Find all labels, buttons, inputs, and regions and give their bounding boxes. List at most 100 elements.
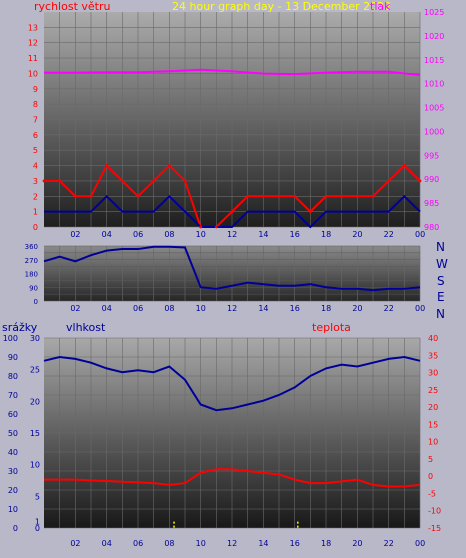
wind-gust-point-17 [308,210,312,214]
direction-ytick-0: 0 [34,298,38,306]
wind-xtick-00: 00 [415,230,425,239]
humidity-xtick-04: 04 [102,539,112,548]
wind-xtick-22: 22 [384,230,394,239]
rain-label: srážky [2,321,38,334]
direction-xtick-16: 16 [290,304,300,313]
wind-gust-point-19 [340,194,344,198]
compass-e: E [437,290,445,304]
humidity-xtick-18: 18 [321,539,331,548]
humidity-ytick-40: 40 [8,448,18,457]
temperature-ytick--15: -15 [428,524,441,533]
wind-gust-point-12 [230,210,234,214]
wind-ytick-12: 12 [28,39,38,48]
wind-gust-point-13 [246,194,250,198]
compass-s: S [437,274,445,288]
wind-gust-point-8 [167,164,171,167]
temperature-ytick-25: 25 [428,386,438,395]
wind-xtick-16: 16 [290,230,300,239]
direction-xtick-22: 22 [384,304,394,313]
wind-ytick-1: 1 [33,208,38,217]
pressure-ytick-1000: 1000 [424,127,444,136]
direction-xtick-06: 06 [133,304,143,313]
wind-xtick-06: 06 [133,230,143,239]
wind-ytick-2: 2 [33,192,38,201]
wind-speed-title: rychlost větru [34,0,110,13]
wind-xtick-20: 20 [352,230,362,239]
temperature-label: teplota [312,321,351,334]
axis-labels: 0123456789101112139809859909951000100510… [3,8,445,548]
humidity-xtick-16: 16 [290,539,300,548]
rain-ytick-25: 25 [30,366,40,375]
direction-xtick-04: 04 [102,304,112,313]
humidity-ytick-30: 30 [8,467,18,476]
wind-xtick-08: 08 [164,230,174,239]
temperature-ytick-40: 40 [428,334,438,343]
wind-gust-point-6 [136,194,140,198]
humidity-ytick-60: 60 [8,410,18,419]
temperature-ytick-30: 30 [428,369,438,378]
chart-title: 24 hour graph day - 13 December 2022 [172,0,391,13]
humidity-ytick-80: 80 [8,372,18,381]
wind-ytick-3: 3 [33,177,38,186]
wind-gust-point-20 [355,194,359,198]
wind-xtick-14: 14 [258,230,268,239]
wind-gust-point-16 [293,194,297,198]
humidity-xtick-22: 22 [384,539,394,548]
pressure-ytick-1015: 1015 [424,56,444,65]
wind-grid [44,12,421,228]
rain-ytick-5: 5 [35,492,40,501]
humidity-xtick-08: 08 [164,539,174,548]
temperature-ytick-20: 20 [428,403,438,412]
wind-gust-point-4 [105,164,109,167]
wind-xtick-10: 10 [196,230,206,239]
temperature-ytick-0: 0 [428,472,433,481]
rain-ytick-20: 20 [30,397,40,406]
humidity-xtick-02: 02 [70,539,80,548]
direction-ytick-180: 180 [25,271,38,279]
wind-gust-point-22 [387,179,391,183]
wind-xtick-12: 12 [227,230,237,239]
humidity-ytick-70: 70 [8,391,18,400]
wind-gust-point-1 [58,179,62,183]
wind-gust-point-7 [152,179,156,183]
humidity-xtick-00: 00 [415,539,425,548]
direction-xtick-02: 02 [70,304,80,313]
wind-gust-point-14 [261,194,265,198]
rain-ytick-10: 10 [30,461,40,470]
direction-line [43,245,421,292]
humidity-ytick-50: 50 [8,429,18,438]
wind-ytick-10: 10 [28,69,38,78]
humidity-grid [44,337,421,529]
wind-gust-point-3 [89,194,93,198]
humidity-xtick-14: 14 [258,539,268,548]
direction-xtick-08: 08 [164,304,174,313]
direction-xtick-18: 18 [321,304,331,313]
wind-ytick-5: 5 [33,146,38,155]
humidity-ytick-100: 100 [3,334,18,343]
wind-gust-point-21 [371,194,375,198]
pressure-ytick-985: 985 [424,199,439,208]
wind-gust-point-18 [324,194,328,198]
wind-gust-point-15 [277,194,281,198]
direction-xtick-10: 10 [196,304,206,313]
pressure-ytick-990: 990 [424,175,439,184]
direction-grid [44,245,421,302]
rain-ytick-1: 1 [35,518,40,527]
rain-ytick-30: 30 [30,334,40,343]
wind-ytick-6: 6 [33,131,38,140]
temperature-ytick--10: -10 [428,507,441,516]
rain-ytick-0: 0 [35,524,40,533]
wind-gust-point-9 [183,179,187,183]
wind-ytick-8: 8 [33,100,38,109]
humidity-temp-marks [43,355,421,528]
direction-xtick-14: 14 [258,304,268,313]
wind-gust-point-0 [42,179,46,183]
humidity-xtick-06: 06 [133,539,143,548]
wind-gust-point-5 [120,179,124,183]
wind-ytick-11: 11 [28,54,38,63]
pressure-ytick-1005: 1005 [424,104,444,113]
wind-ytick-7: 7 [33,116,38,125]
compass-n-top: N [436,240,445,254]
